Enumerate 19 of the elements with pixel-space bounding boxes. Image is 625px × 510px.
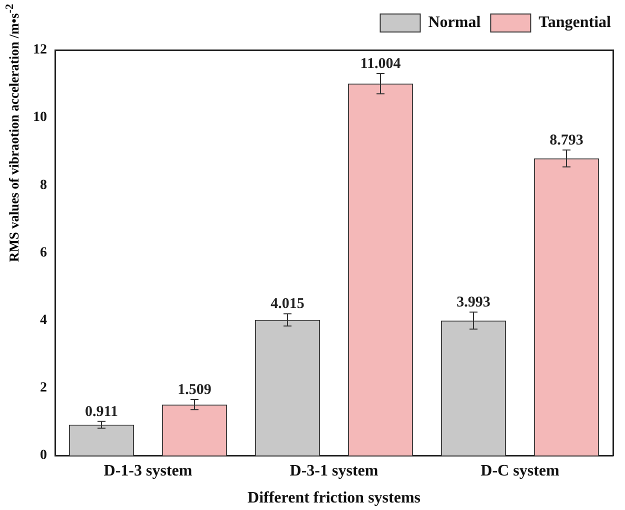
y-tick-label: 2 — [40, 380, 47, 396]
x-tick-label: D-C system — [480, 462, 560, 480]
data-label: 8.793 — [550, 132, 584, 148]
data-label: 0.911 — [85, 404, 118, 420]
legend-label: Normal — [428, 14, 482, 32]
y-tick-label: 4 — [40, 313, 47, 328]
x-tick-label: D-1-3 system — [104, 462, 193, 480]
data-label: 4.015 — [270, 296, 304, 312]
data-label: 11.004 — [360, 56, 402, 72]
y-tick-label: 10 — [33, 110, 47, 126]
x-axis-title: Different friction systems — [248, 490, 420, 507]
legend-label: Tangential — [538, 14, 612, 32]
data-label: 3.993 — [456, 294, 490, 311]
data-label: 1.509 — [178, 382, 212, 398]
y-tick-label: 8 — [40, 178, 47, 193]
x-tick-label: D-3-1 system — [290, 462, 379, 480]
y-tick-label: 0 — [40, 448, 47, 464]
y-tick-label: 6 — [40, 245, 47, 260]
y-tick-label: 12 — [33, 42, 47, 58]
